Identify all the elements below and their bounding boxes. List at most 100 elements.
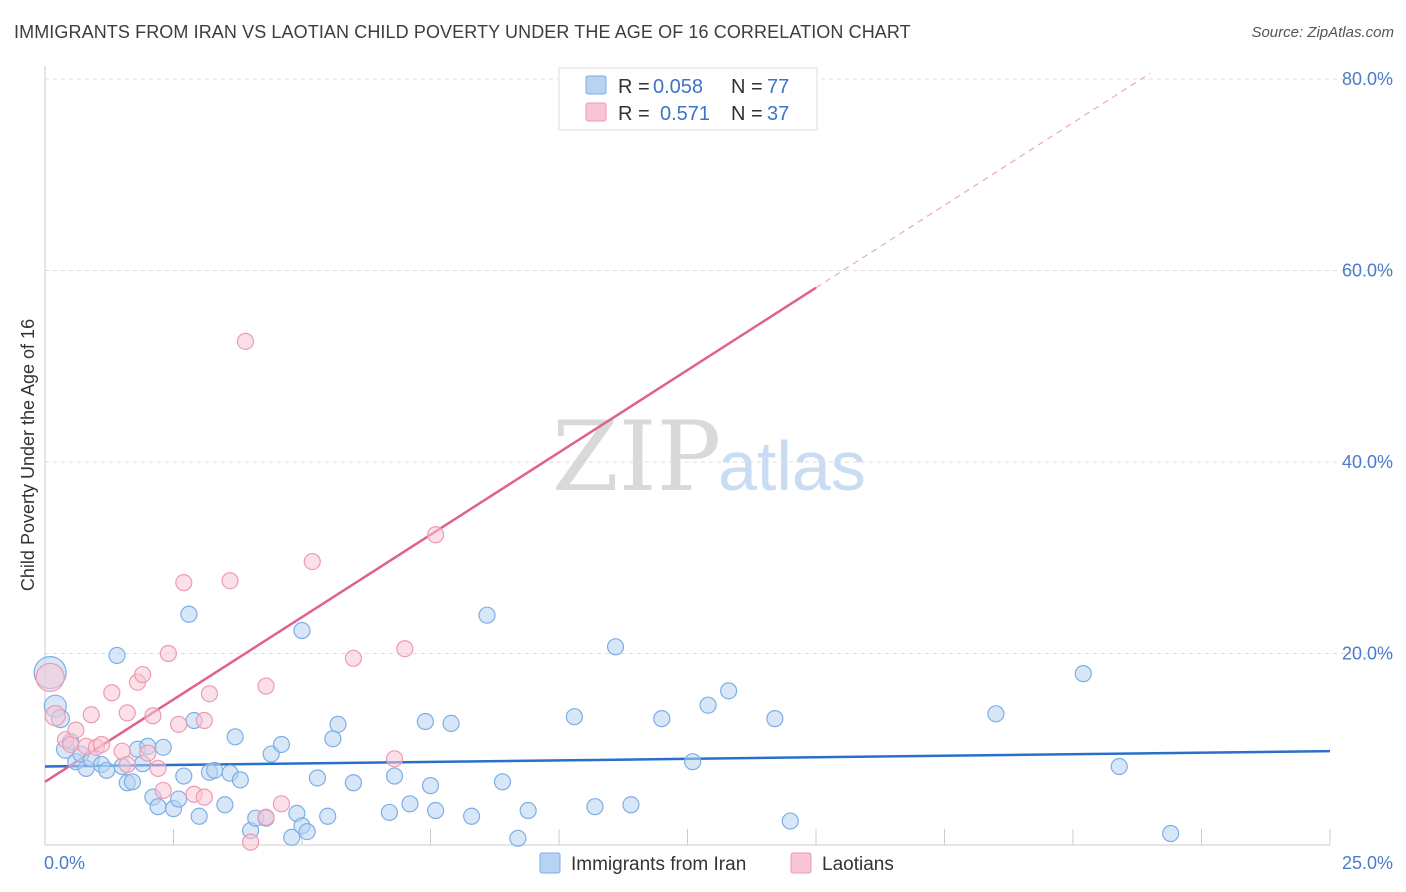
- iran-point-57: [493, 773, 512, 791]
- laotians-point-9: [103, 684, 121, 702]
- iran-point-23: [175, 767, 193, 785]
- iran-point-47: [344, 774, 362, 792]
- iran-point-28: [206, 761, 224, 779]
- legend-r-value-laotians: 0.571: [660, 103, 710, 125]
- laotians-point-30: [257, 677, 275, 695]
- gridlines: [45, 78, 1392, 654]
- laotians-point-6: [82, 706, 100, 724]
- laotians-point-26: [221, 572, 239, 590]
- iran-point-56: [478, 606, 496, 624]
- iran-point-73: [1162, 824, 1180, 843]
- laotians-point-32: [303, 552, 321, 571]
- iran-point-52: [421, 777, 440, 795]
- iran-point-19: [149, 798, 167, 816]
- y-tick-label-1: 40.0%: [1342, 452, 1393, 472]
- laotians-point-17: [149, 759, 167, 778]
- correlation-legend: R = 0.058 N = 77 R = 0.571 N = 37: [558, 67, 818, 131]
- iran-point-54: [442, 714, 460, 732]
- legend-r-label-iran: R =: [618, 76, 650, 98]
- iran-point-53: [427, 801, 445, 820]
- iran-point-51: [416, 712, 434, 731]
- iran-point-22: [170, 790, 188, 808]
- x-tick-label-0: 0.0%: [44, 853, 85, 873]
- y-tick-label-0: 20.0%: [1342, 644, 1393, 664]
- laotians-point-23: [195, 788, 213, 806]
- iran-point-46: [329, 715, 347, 733]
- iran-point-50: [401, 795, 419, 813]
- iran-point-20: [154, 738, 172, 756]
- iran-point-44: [319, 807, 337, 825]
- iran-point-59: [519, 801, 537, 820]
- legend-n-value-iran: 77: [767, 76, 789, 98]
- iran-point-41: [298, 822, 316, 841]
- iran-point-63: [622, 796, 640, 814]
- y-axis-title: Child Poverty Under the Age of 16: [18, 319, 38, 591]
- iran-point-49: [385, 767, 404, 785]
- iran-point-26: [190, 807, 208, 825]
- laotians-point-3: [62, 735, 80, 754]
- watermark: ZIP atlas: [552, 401, 866, 513]
- series-legend: Immigrants from Iran Laotians: [539, 852, 894, 875]
- iran-point-70: [987, 705, 1005, 723]
- iran-point-64: [653, 710, 671, 728]
- iran-point-11: [108, 646, 126, 665]
- iran-point-43: [308, 769, 327, 787]
- legend-swatch-iran: [585, 75, 607, 95]
- legend-n-label-iran: N =: [731, 76, 763, 98]
- legend-n-label-laotians: N =: [731, 103, 763, 125]
- iran-point-38: [283, 828, 301, 846]
- iran-point-68: [766, 710, 784, 728]
- iran-point-48: [380, 803, 398, 822]
- laotians-point-27: [236, 332, 255, 350]
- source-attribution: Source: ZipAtlas.com: [1251, 24, 1394, 41]
- legend-r-value-iran: 0.058: [653, 76, 703, 98]
- laotians-point-11: [118, 755, 136, 774]
- iran-point-42: [293, 621, 311, 640]
- iran-point-72: [1110, 757, 1128, 776]
- iran-point-24: [180, 605, 198, 623]
- iran-point-29: [216, 796, 234, 814]
- iran-point-45: [324, 730, 342, 748]
- laotians-point-34: [385, 750, 404, 768]
- laotians-point-31: [272, 795, 291, 813]
- iran-point-69: [781, 812, 799, 830]
- laotians-point-29: [257, 808, 275, 826]
- laotians-point-8: [92, 735, 111, 754]
- series-label-laotians: Laotians: [822, 854, 894, 875]
- laotians-point-19: [159, 644, 177, 663]
- iran-point-71: [1074, 665, 1092, 683]
- iran-point-58: [509, 829, 527, 847]
- legend-swatch-laotians: [585, 102, 607, 122]
- laotians-point-28: [242, 833, 260, 851]
- chart-title: IMMIGRANTS FROM IRAN VS LAOTIAN CHILD PO…: [14, 22, 911, 42]
- laotians-point-35: [396, 640, 414, 658]
- watermark-atlas: atlas: [718, 427, 866, 505]
- y-tick-label-3: 80.0%: [1342, 69, 1393, 89]
- laotians-point-14: [134, 665, 152, 684]
- legend-r-label-laotians: R =: [618, 103, 650, 125]
- y-tick-label-2: 60.0%: [1342, 261, 1393, 281]
- x-tick-label-1: 25.0%: [1342, 853, 1393, 873]
- watermark-zip: ZIP: [552, 401, 721, 513]
- iran-point-67: [720, 682, 738, 700]
- laotians-point-1: [44, 705, 66, 727]
- laotians-point-12: [118, 704, 136, 722]
- data-points: [33, 332, 1180, 851]
- iran-point-55: [463, 807, 481, 825]
- legend-n-value-laotians: 37: [767, 103, 789, 125]
- laotians-point-4: [67, 721, 85, 739]
- iran-point-66: [699, 696, 717, 714]
- laotians-point-25: [200, 685, 219, 703]
- iran-point-61: [586, 798, 604, 816]
- laotians-point-24: [195, 711, 213, 730]
- trend-extension-1: [815, 72, 1151, 289]
- laotians-point-0: [35, 662, 65, 693]
- laotians-point-15: [139, 744, 157, 762]
- laotians-point-20: [170, 715, 188, 733]
- iran-point-65: [684, 753, 702, 771]
- laotians-point-16: [144, 707, 162, 725]
- iran-point-60: [565, 708, 584, 726]
- iran-point-37: [272, 735, 291, 754]
- iran-point-31: [226, 728, 244, 746]
